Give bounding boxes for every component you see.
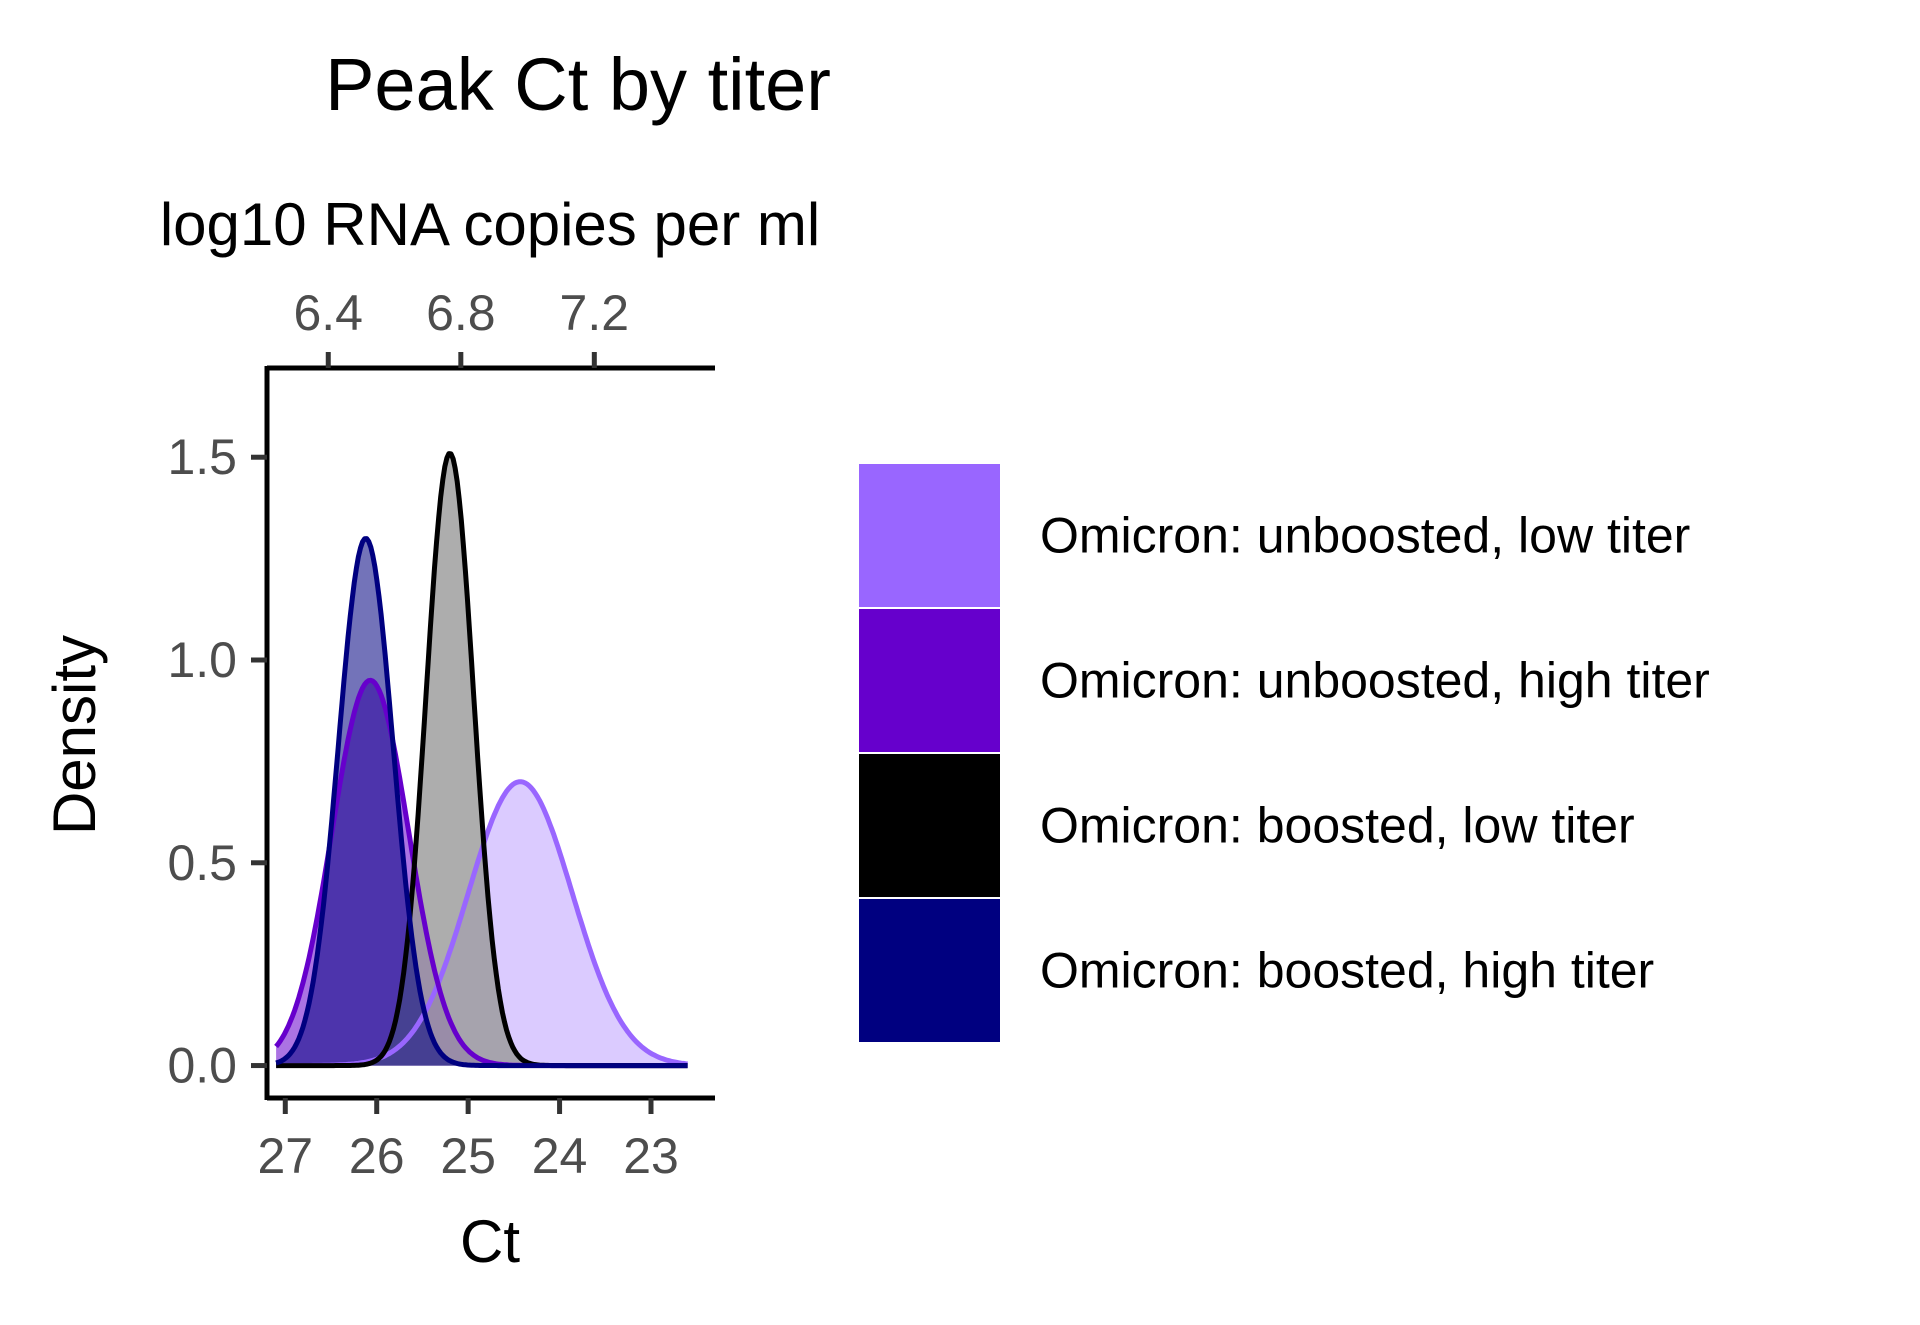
plot-area bbox=[274, 451, 688, 1069]
legend-key-3 bbox=[857, 897, 1002, 1044]
x-tick-label: 24 bbox=[532, 1128, 588, 1184]
legend-key-2 bbox=[857, 752, 1002, 899]
legend-label-0: Omicron: unboosted, low titer bbox=[1040, 508, 1690, 564]
x-tick-label: 23 bbox=[623, 1128, 679, 1184]
secondary-tick-label: 6.8 bbox=[426, 285, 496, 341]
axes: 27 26 25 24 23 6.4 6.8 7.2 0.0 0.5 1.0 1.5 bbox=[167, 285, 715, 1184]
legend-label-2: Omicron: boosted, low titer bbox=[1040, 798, 1635, 854]
legend-key-1 bbox=[857, 607, 1002, 754]
legend-key-0 bbox=[857, 462, 1002, 609]
legend-label-1: Omicron: unboosted, high titer bbox=[1040, 653, 1710, 709]
density-area-2 bbox=[276, 453, 688, 1066]
secondary-tick-label: 6.4 bbox=[293, 285, 363, 341]
x-tick-label: 27 bbox=[257, 1128, 313, 1184]
y-tick-label: 1.0 bbox=[167, 632, 237, 688]
legend-label-3: Omicron: boosted, high titer bbox=[1040, 943, 1654, 999]
secondary-axis-label: log10 RNA copies per ml bbox=[160, 191, 820, 258]
x-axis-label: Ct bbox=[460, 1208, 520, 1275]
y-axis-label: Density bbox=[41, 635, 108, 835]
density-curve-3 bbox=[275, 536, 688, 1069]
y-tick-label: 1.5 bbox=[167, 429, 237, 485]
legend: Omicron: unboosted, low titer Omicron: un… bbox=[857, 462, 1710, 1044]
density-area-3 bbox=[276, 538, 688, 1066]
y-tick-label: 0.5 bbox=[167, 835, 237, 891]
chart-title: Peak Ct by titer bbox=[325, 43, 831, 126]
y-tick-label: 0.0 bbox=[167, 1038, 237, 1094]
secondary-tick-label: 7.2 bbox=[560, 285, 630, 341]
x-tick-label: 26 bbox=[349, 1128, 405, 1184]
x-tick-label: 25 bbox=[440, 1128, 496, 1184]
